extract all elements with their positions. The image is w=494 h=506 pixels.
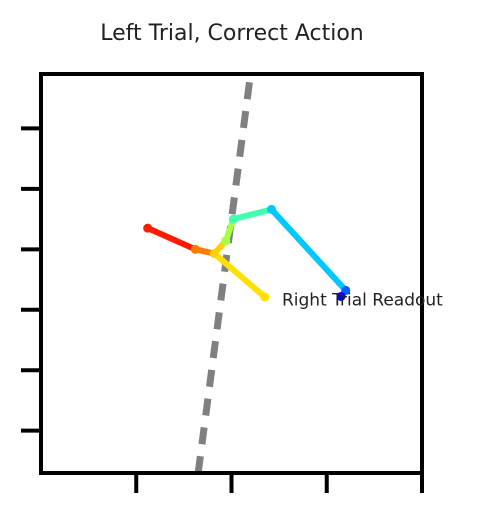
trajectory-point-7 bbox=[336, 291, 346, 301]
trajectory-point-4 bbox=[228, 214, 238, 224]
annotations: Right Trial Readout bbox=[282, 291, 443, 311]
branch-end-point bbox=[260, 292, 270, 302]
trajectory-point-6 bbox=[341, 285, 351, 295]
trajectory-point-1 bbox=[190, 244, 200, 254]
chart-title: Left Trial, Correct Action bbox=[100, 21, 364, 46]
plot-frame bbox=[39, 72, 424, 475]
branch-segment bbox=[211, 250, 268, 301]
trajectory-segment-0 bbox=[144, 225, 199, 253]
trajectory-segment-5 bbox=[268, 206, 349, 294]
trajectory-point-5 bbox=[267, 204, 277, 214]
axis-ticks bbox=[21, 126, 424, 493]
trajectory-point-2 bbox=[209, 249, 219, 259]
dashed-reference-line bbox=[194, 73, 255, 474]
plot-area bbox=[143, 73, 351, 474]
trajectory-segment-4 bbox=[230, 206, 275, 223]
trajectory-point-3 bbox=[221, 236, 231, 246]
annotation-0: Right Trial Readout bbox=[282, 291, 443, 311]
trajectory-point-0 bbox=[143, 223, 153, 233]
